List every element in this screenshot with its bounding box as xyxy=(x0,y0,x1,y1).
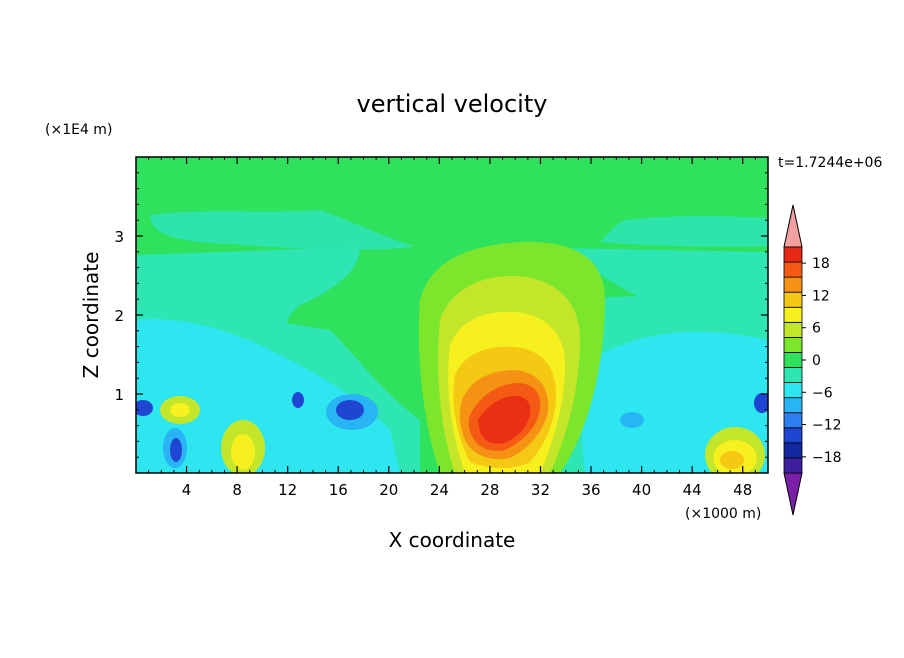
colorbar-top-arrow xyxy=(783,204,803,248)
x-axis-label: X coordinate xyxy=(389,528,516,552)
colorbar-segment xyxy=(783,367,803,383)
colorbar-segment xyxy=(783,321,803,338)
x-tick-label: 44 xyxy=(683,481,702,499)
colorbar-label: −12 xyxy=(812,418,842,434)
x-tick-label: 36 xyxy=(581,481,600,499)
x-tick-label: 20 xyxy=(379,481,398,499)
x-tick-label: 28 xyxy=(480,481,499,499)
x-tick-label: 40 xyxy=(632,481,651,499)
contour-field xyxy=(136,157,768,473)
x-tick-label: 4 xyxy=(182,481,192,499)
colorbar-label: 6 xyxy=(812,321,821,337)
colorbar-segment xyxy=(783,276,803,293)
y-unit-label: (×1E4 m) xyxy=(45,122,112,138)
y-tick-label: 2 xyxy=(114,307,124,325)
x-tick-label: 48 xyxy=(733,481,752,499)
colorbar-label: 0 xyxy=(812,353,821,369)
colorbar-segment xyxy=(783,246,803,263)
colorbar-bottom-arrow xyxy=(783,472,803,516)
colorbar-segment xyxy=(783,261,803,278)
colorbar-segment xyxy=(783,442,803,459)
colorbar-label: −6 xyxy=(812,385,833,401)
colorbar-segment xyxy=(783,382,803,399)
y-tick-label: 1 xyxy=(114,386,124,404)
x-tick-label: 12 xyxy=(278,481,297,499)
colorbar-segment xyxy=(783,291,803,308)
colorbar-segment xyxy=(783,336,803,353)
colorbar: 18 12 6 0 −6 −12 −18 xyxy=(783,204,842,516)
y-tick-label: 3 xyxy=(114,228,124,246)
x-tick-label: 32 xyxy=(531,481,550,499)
colorbar-segment xyxy=(783,457,803,474)
x-tick-label: 8 xyxy=(232,481,242,499)
colorbar-segment xyxy=(783,397,803,414)
colorbar-label: 18 xyxy=(812,256,830,272)
colorbar-label: 12 xyxy=(812,288,830,304)
x-unit-label: (×1000 m) xyxy=(685,506,761,522)
y-axis-ticks: 1 2 3 xyxy=(114,172,768,458)
x-axis-ticks: 4 8 12 16 20 24 28 32 36 40 44 48 xyxy=(148,157,756,499)
time-label: t=1.7244e+06 xyxy=(778,155,882,171)
colorbar-segment xyxy=(783,306,803,323)
colorbar-label: −18 xyxy=(812,450,842,466)
chart-title: vertical velocity xyxy=(357,90,548,118)
x-tick-label: 16 xyxy=(329,481,348,499)
colorbar-segment xyxy=(783,427,803,444)
x-tick-label: 24 xyxy=(430,481,449,499)
y-axis-label: Z coordinate xyxy=(79,252,103,379)
colorbar-segment xyxy=(783,412,803,429)
colorbar-segment xyxy=(783,352,803,368)
